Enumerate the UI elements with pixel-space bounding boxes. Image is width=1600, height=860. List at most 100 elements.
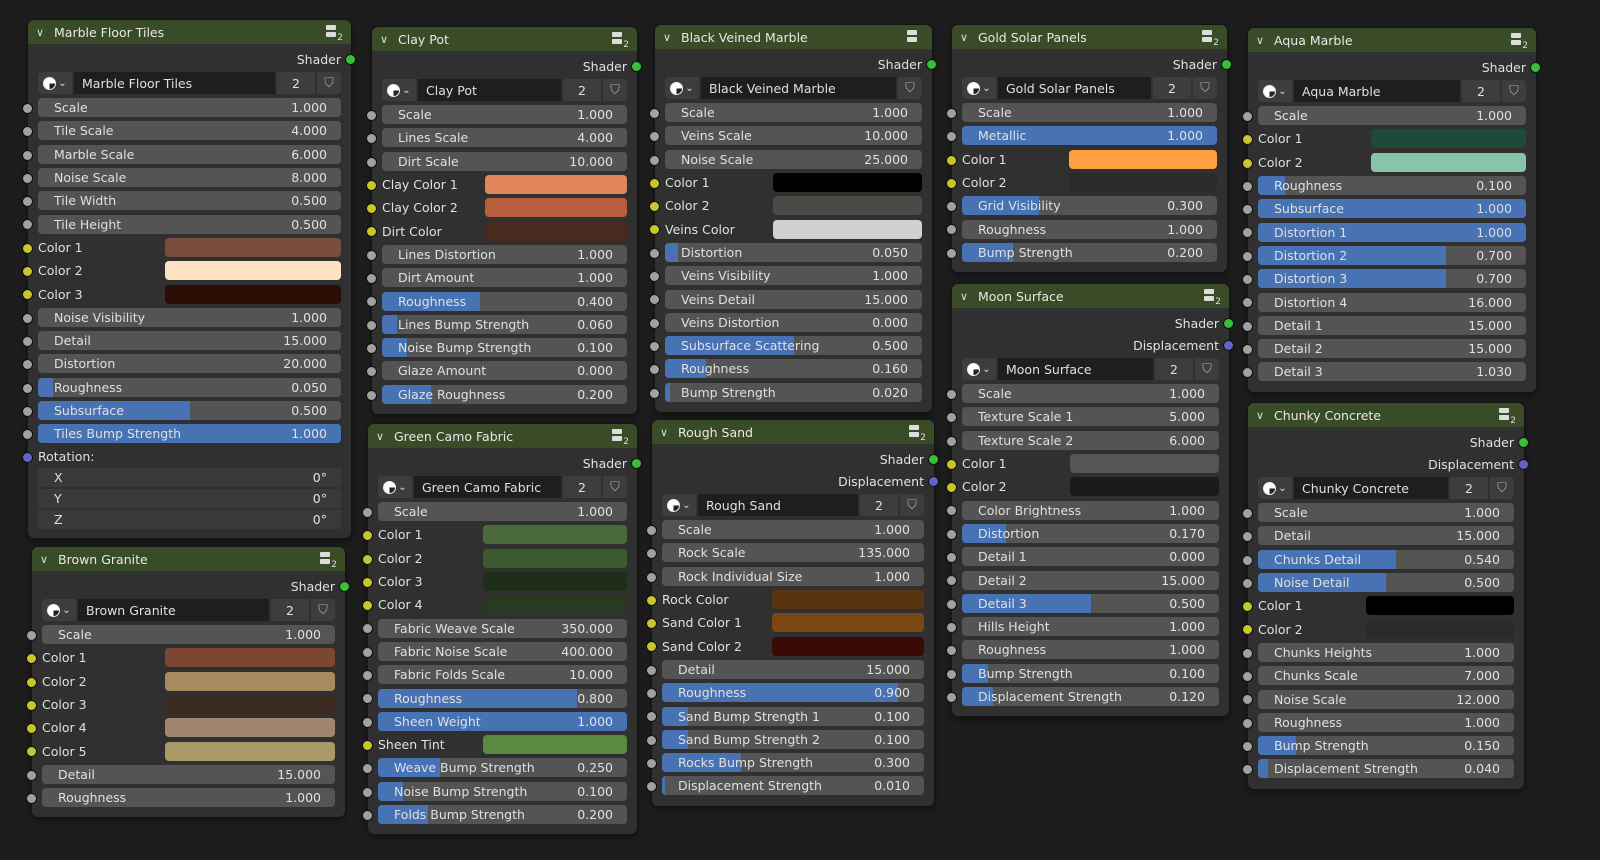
- slider-field[interactable]: Glaze Amount 0.000: [382, 361, 627, 381]
- shader-output-socket[interactable]: [928, 454, 939, 465]
- group-name-field[interactable]: Chunky Concrete: [1294, 477, 1448, 499]
- slider-field[interactable]: Folds Bump Strength 0.200: [378, 805, 627, 824]
- fake-user-shield-icon[interactable]: ⛉: [898, 77, 922, 99]
- color-input-socket[interactable]: [26, 699, 37, 711]
- number-field[interactable]: Detail 2 15.000: [962, 570, 1219, 590]
- float-input-socket[interactable]: [22, 219, 33, 231]
- fake-user-shield-icon[interactable]: ⛉: [603, 476, 627, 498]
- slider-field[interactable]: Chunks Detail 0.540: [1258, 549, 1514, 569]
- slider-field[interactable]: Weave Bump Strength 0.250: [378, 758, 627, 778]
- slider-field[interactable]: Sand Bump Strength 1 0.100: [662, 706, 924, 726]
- chevron-down-icon[interactable]: ∨: [960, 30, 969, 44]
- float-input-socket[interactable]: [1242, 227, 1253, 239]
- node-group-selector[interactable]: ⌄ Brown Granite 2 ⛉: [42, 599, 335, 621]
- float-input-socket[interactable]: [362, 670, 373, 682]
- group-name-field[interactable]: Moon Surface: [998, 358, 1153, 380]
- float-input-socket[interactable]: [946, 108, 957, 119]
- fake-user-shield-icon[interactable]: ⛉: [1490, 477, 1514, 499]
- float-input-socket[interactable]: [946, 201, 957, 213]
- slider-field[interactable]: Roughness 0.160: [665, 359, 922, 379]
- float-input-socket[interactable]: [946, 247, 957, 259]
- float-input-socket[interactable]: [946, 435, 957, 447]
- float-input-socket[interactable]: [366, 342, 377, 354]
- color-input-socket[interactable]: [946, 482, 957, 494]
- slider-field[interactable]: Sheen Weight 1.000: [378, 711, 627, 731]
- node-header[interactable]: ∨ Green Camo Fabric 2: [368, 424, 637, 448]
- number-field[interactable]: Scale 1.000: [378, 502, 627, 522]
- float-input-socket[interactable]: [362, 763, 373, 775]
- user-count-button[interactable]: 2: [860, 494, 898, 516]
- slider-field[interactable]: Roughness 0.800: [378, 688, 627, 708]
- number-field[interactable]: Scale 1.000: [662, 520, 924, 540]
- user-count-button[interactable]: 2: [563, 476, 601, 498]
- material-browse-button[interactable]: ⌄: [662, 494, 696, 516]
- user-count-button[interactable]: 2: [277, 72, 315, 94]
- number-field[interactable]: Scale 1.000: [962, 384, 1219, 404]
- fake-user-shield-icon[interactable]: ⛉: [311, 599, 335, 621]
- slider-field[interactable]: Noise Bump Strength 0.100: [378, 781, 627, 801]
- group-name-field[interactable]: Black Veined Marble: [701, 77, 896, 99]
- number-field[interactable]: Noise Scale 8.000: [38, 168, 341, 188]
- float-input-socket[interactable]: [362, 507, 373, 518]
- color-input-socket[interactable]: [649, 224, 660, 236]
- float-input-socket[interactable]: [946, 645, 957, 657]
- shader-node-brown-granite[interactable]: ∨ Brown Granite 2 Shader ⌄ Brown Granite 2 ⛉ Sca…: [26, 547, 350, 818]
- shader-output-socket[interactable]: [631, 458, 642, 469]
- number-field[interactable]: Tile Scale 4.000: [38, 121, 341, 141]
- float-input-socket[interactable]: [649, 131, 660, 143]
- number-field[interactable]: Detail 15.000: [662, 659, 924, 679]
- color-input-socket[interactable]: [22, 242, 33, 254]
- number-field[interactable]: Dirt Amount 1.000: [382, 268, 627, 288]
- group-name-field[interactable]: Clay Pot: [418, 79, 561, 101]
- slider-field[interactable]: Roughness 0.400: [382, 291, 627, 311]
- shader-output-socket[interactable]: [1223, 318, 1234, 329]
- float-input-socket[interactable]: [946, 224, 957, 236]
- color-swatch[interactable]: [1370, 152, 1526, 172]
- color-swatch[interactable]: [482, 735, 627, 755]
- float-input-socket[interactable]: [946, 131, 957, 143]
- float-input-socket[interactable]: [946, 389, 957, 400]
- slider-field[interactable]: Distortion 2 0.700: [1258, 245, 1526, 265]
- number-field[interactable]: Roughness 1.000: [962, 640, 1219, 660]
- node-header[interactable]: ∨ Moon Surface 2: [952, 284, 1229, 308]
- slider-field[interactable]: Grid Visibility 0.300: [962, 196, 1217, 216]
- float-input-socket[interactable]: [1242, 647, 1253, 659]
- float-input-socket[interactable]: [646, 757, 657, 769]
- float-input-socket[interactable]: [649, 294, 660, 306]
- float-input-socket[interactable]: [22, 149, 33, 161]
- node-group-selector[interactable]: ⌄ Rough Sand 2 ⛉: [662, 494, 924, 516]
- slider-field[interactable]: Displacement Strength 0.120: [962, 687, 1219, 706]
- shader-node-green-camo-fabric[interactable]: ∨ Green Camo Fabric 2 Shader ⌄ Green Camo Fab…: [362, 424, 642, 835]
- shader-output-socket[interactable]: [1221, 59, 1232, 70]
- float-input-socket[interactable]: [362, 693, 373, 705]
- slider-field[interactable]: Roughness 0.900: [662, 683, 924, 703]
- color-swatch[interactable]: [482, 548, 627, 568]
- float-input-socket[interactable]: [1242, 764, 1253, 776]
- material-browse-button[interactable]: ⌄: [42, 599, 76, 621]
- material-browse-button[interactable]: ⌄: [378, 476, 412, 498]
- color-input-socket[interactable]: [26, 723, 37, 735]
- number-field[interactable]: Dirt Scale 10.000: [382, 151, 627, 171]
- chevron-down-icon[interactable]: ∨: [1256, 33, 1265, 47]
- float-input-socket[interactable]: [1242, 204, 1253, 216]
- number-field[interactable]: Fabric Noise Scale 400.000: [378, 641, 627, 661]
- slider-field[interactable]: Roughness 0.050: [38, 377, 341, 397]
- float-input-socket[interactable]: [946, 575, 957, 587]
- float-input-socket[interactable]: [366, 110, 377, 121]
- slider-field[interactable]: Rocks Bump Strength 0.300: [662, 753, 924, 773]
- number-field[interactable]: Fabric Weave Scale 350.000: [378, 618, 627, 638]
- float-input-socket[interactable]: [1242, 343, 1253, 355]
- float-input-socket[interactable]: [362, 646, 373, 658]
- float-input-socket[interactable]: [1242, 111, 1253, 122]
- node-header[interactable]: ∨ Chunky Concrete 2: [1248, 403, 1524, 427]
- chevron-down-icon[interactable]: ∨: [960, 289, 969, 303]
- float-input-socket[interactable]: [26, 793, 37, 805]
- float-input-socket[interactable]: [366, 366, 377, 378]
- number-field[interactable]: Tile Width 0.500: [38, 191, 341, 211]
- user-count-button[interactable]: 2: [1153, 77, 1191, 99]
- slider-field[interactable]: Distortion 3 0.700: [1258, 269, 1526, 289]
- number-field[interactable]: Noise Scale 12.000: [1258, 689, 1514, 709]
- number-field[interactable]: Hills Height 1.000: [962, 617, 1219, 637]
- float-input-socket[interactable]: [649, 154, 660, 166]
- color-swatch[interactable]: [484, 175, 627, 195]
